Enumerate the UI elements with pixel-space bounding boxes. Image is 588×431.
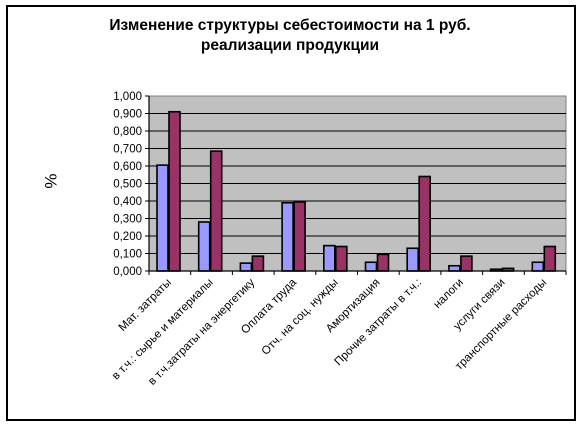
y-tick-label: 0,600 xyxy=(113,161,142,173)
category-label: Прочие затраты в т.ч.: xyxy=(333,277,425,369)
y-tick-label: 0,900 xyxy=(113,109,142,121)
chart-title-line-1: Изменение структуры себестоимости на 1 р… xyxy=(109,17,471,34)
y-tick-label: 0,500 xyxy=(113,179,142,191)
y-tick-label: 0,000 xyxy=(113,266,142,278)
chart-title-line-2: реализации продукции xyxy=(200,37,380,54)
bar-series-1 xyxy=(322,244,336,272)
bar-series-2 xyxy=(334,245,348,272)
bar-series-1 xyxy=(239,262,253,272)
bar-series-1 xyxy=(281,201,294,272)
y-tick-label: 0,400 xyxy=(113,196,142,208)
bar-series-2 xyxy=(209,150,223,272)
y-tick-label: 0,200 xyxy=(113,231,142,243)
bar-series-2 xyxy=(418,175,432,272)
bar-series-1 xyxy=(364,261,378,272)
y-tick-label: 0,700 xyxy=(113,144,142,156)
chart-title: Изменение структуры себестоимости на 1 р… xyxy=(60,16,520,56)
bar-series-2 xyxy=(460,255,473,272)
y-tick-label: 0,800 xyxy=(113,126,142,138)
bar-series-1 xyxy=(448,264,461,272)
bar-series-2 xyxy=(543,245,557,272)
bar-series-2 xyxy=(168,110,181,272)
bar-series-1 xyxy=(531,261,545,272)
bar-series-2 xyxy=(376,253,390,272)
y-tick-label: 0,100 xyxy=(113,249,142,261)
y-tick-label: 0,300 xyxy=(113,214,142,226)
bar-series-1 xyxy=(156,164,169,272)
bar-series-2 xyxy=(293,201,306,272)
category-label: налоги xyxy=(431,277,465,311)
category-label: Отч. на соц. нужды xyxy=(260,277,341,358)
bar-series-1 xyxy=(197,221,211,272)
y-tick-label: 1,000 xyxy=(113,91,142,103)
y-axis-label: % xyxy=(41,173,60,188)
bar-series-1 xyxy=(406,247,420,272)
bar-series-2 xyxy=(251,255,265,272)
